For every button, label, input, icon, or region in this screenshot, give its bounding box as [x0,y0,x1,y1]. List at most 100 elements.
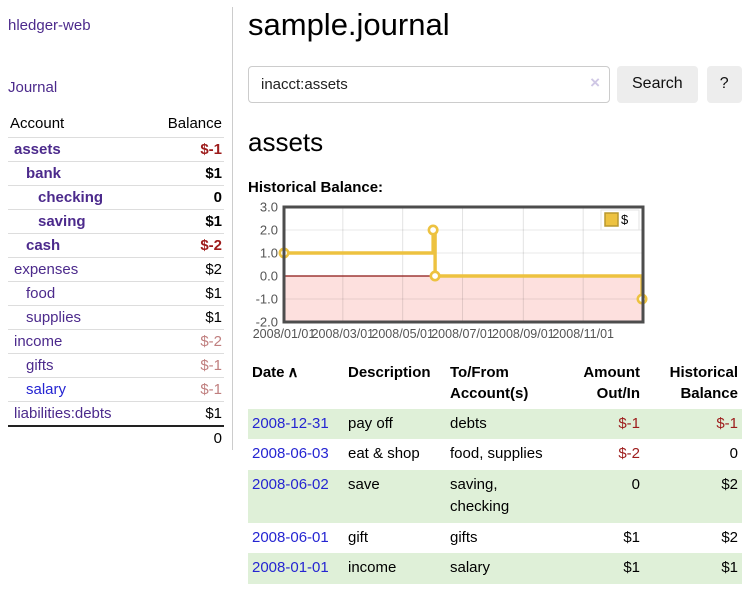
account-link[interactable]: bank [26,165,62,182]
account-row: expenses $2 [8,257,224,282]
register-header-row: Date ∧ Description To/From Account(s) Amou… [248,360,742,409]
chart-title: Historical Balance: [248,178,384,196]
accounts-total-value: 0 [8,425,224,450]
transaction-amount: 0 [631,475,640,493]
transaction-description: gift [348,528,369,546]
clear-search-icon[interactable]: × [590,72,600,92]
account-balance: $1 [147,305,224,330]
account-balance: $1 [147,281,224,306]
account-link[interactable]: liabilities:debts [14,405,112,422]
account-heading: assets [248,126,324,157]
register-header-date: Date ∧ [252,363,299,381]
transaction-balance: $2 [721,475,738,493]
register-header-accounts: To/From Account(s) [450,363,529,402]
transaction-balance: $2 [721,528,738,546]
account-link[interactable]: food [26,285,56,302]
search-input[interactable] [248,65,610,103]
search-form: × Search ? [248,65,742,103]
account-link[interactable]: assets [14,141,61,158]
accounts-header-balance: Balance [167,115,222,132]
account-link[interactable]: salary [26,381,67,398]
historical-balance-chart: $3.0 2.0 1.0 0.0 -1.0 -2.02008/01/012008/03/0… [253,202,648,341]
account-balance: $-2 [147,233,224,258]
svg-text:0.0: 0.0 [260,268,278,283]
svg-text:1.0: 1.0 [260,245,278,260]
transaction-row: 2008-01-01 income salary $1 $1 [248,553,742,584]
transaction-row: 2008-06-02 save saving, checking 0 $2 [248,469,742,523]
accounts-table: Account Balance assets $-1 bank $1 check… [8,112,224,450]
transaction-date-link[interactable]: 2008-12-31 [252,414,329,432]
sort-ascending-icon: ∧ [287,363,299,381]
svg-text:2008/09/01: 2008/09/01 [492,327,555,341]
search-help-button[interactable]: ? [706,65,742,103]
transaction-description: income [348,559,397,577]
account-row: bank $1 [8,161,224,186]
transaction-description: eat & shop [348,445,420,463]
transaction-accounts: saving, checking [450,475,510,516]
transaction-amount: $1 [623,528,640,546]
transaction-accounts: gifts [450,528,478,546]
account-row: checking 0 [8,185,224,210]
accounts-header-account: Account [10,115,65,132]
account-row: income $-2 [8,329,224,354]
svg-text:$: $ [621,212,629,227]
search-input-wrap: × [248,65,610,103]
search-button[interactable]: Search [617,65,698,103]
transaction-accounts: food, supplies [450,445,543,463]
transaction-row: 2008-06-01 gift gifts $1 $2 [248,523,742,554]
account-link[interactable]: saving [38,213,86,230]
transaction-date-link[interactable]: 2008-01-01 [252,559,329,577]
account-balance: $-1 [147,353,224,378]
account-row: gifts $-1 [8,353,224,378]
svg-text:-2.0: -2.0 [256,314,278,329]
svg-text:2.0: 2.0 [260,222,278,237]
sidebar: hledger-web Journal Account Balance asse… [0,7,233,450]
account-link[interactable]: income [14,333,63,350]
transaction-balance: 0 [729,445,738,463]
account-balance: 0 [147,185,224,210]
main-content: sample.journal × Search ? assets Histori… [233,7,742,604]
accounts-total-row: 0 [8,425,224,450]
transaction-date-link[interactable]: 2008-06-02 [252,475,329,493]
transaction-description: pay off [348,414,393,432]
account-row: salary $-1 [8,377,224,402]
register-header-description: Description [348,363,431,381]
account-link[interactable]: cash [26,237,61,254]
account-balance: $-2 [147,329,224,354]
svg-text:-1.0: -1.0 [256,291,278,306]
transaction-amount: $-1 [618,414,640,432]
page-title: sample.journal [248,7,450,42]
account-row: food $1 [8,281,224,306]
sidebar-item-journal[interactable]: Journal [8,79,58,96]
transaction-date-link[interactable]: 2008-06-01 [252,528,329,546]
accounts-table-body: assets $-1 bank $1 checking 0 saving $1 … [8,137,224,426]
account-balance: $1 [147,161,224,186]
account-link[interactable]: gifts [26,357,54,374]
transaction-accounts: salary [450,559,491,577]
register-table-body: 2008-12-31 pay off debts $-1 $-1 2008-06… [248,408,742,584]
account-balance: $1 [147,401,224,426]
account-link[interactable]: expenses [14,261,79,278]
register-table: Date ∧ Description To/From Account(s) Amou… [248,360,742,584]
account-balance: $2 [147,257,224,282]
app-brand-link[interactable]: hledger-web [8,17,91,34]
account-balance: $1 [147,209,224,234]
register-header-amount: Amount Out/In [583,363,640,402]
account-link[interactable]: supplies [26,309,82,326]
svg-text:2008/01/01: 2008/01/01 [253,327,316,341]
svg-text:2008/05/01: 2008/05/01 [371,327,434,341]
account-link[interactable]: checking [38,189,104,206]
svg-text:2008/07/01: 2008/07/01 [431,327,494,341]
transaction-accounts: debts [450,414,487,432]
account-row: liabilities:debts $1 [8,401,224,426]
account-row: saving $1 [8,209,224,234]
accounts-table-header-row: Account Balance [8,112,224,138]
transaction-amount: $1 [623,559,640,577]
transaction-balance: $1 [721,559,738,577]
transaction-description: save [348,475,380,493]
svg-text:2008/11/01: 2008/11/01 [552,327,614,341]
register-header-balance: Historical Balance [669,363,738,402]
transaction-date-link[interactable]: 2008-06-03 [252,445,329,463]
account-row: assets $-1 [8,137,224,162]
account-row: supplies $1 [8,305,224,330]
